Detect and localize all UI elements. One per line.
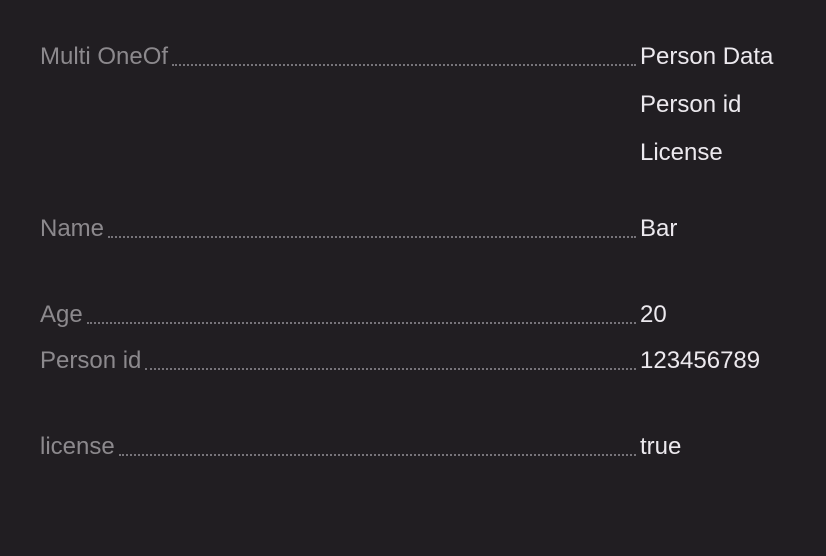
field-values-age: 20 [640, 298, 786, 332]
field-label-name: Name [40, 215, 105, 242]
dotted-leader [172, 64, 636, 66]
field-label-person-id: Person id [40, 347, 142, 374]
field-value-license-option: License [640, 139, 723, 166]
field-value-name: Bar [640, 215, 678, 242]
field-label-multi-oneof: Multi OneOf [40, 43, 169, 70]
dotted-leader [145, 368, 636, 370]
field-values-license: true [640, 430, 786, 464]
field-value-person-data: Person Data [640, 43, 774, 70]
field-row-license: license true [40, 430, 786, 464]
field-row-name: Name Bar [40, 212, 786, 246]
field-row-multi-oneof: Multi OneOf Person Data Person id Licens… [40, 40, 786, 170]
field-row-age: Age 20 [40, 298, 786, 332]
dotted-leader [86, 322, 636, 324]
field-values-person-id: 123456789 [640, 344, 786, 378]
field-value-person-id-option: Person id [640, 91, 742, 118]
field-values-name: Bar [640, 212, 786, 246]
field-value-age: 20 [640, 301, 667, 328]
field-label-age: Age [40, 301, 83, 328]
field-values-multi-oneof: Person Data Person id License [640, 40, 786, 170]
field-value-license: true [640, 433, 682, 460]
field-label-license: license [40, 433, 115, 460]
dotted-leader [108, 236, 636, 238]
dotted-leader [118, 454, 636, 456]
field-row-person-id: Person id 123456789 [40, 344, 786, 378]
field-value-person-id: 123456789 [640, 347, 761, 374]
